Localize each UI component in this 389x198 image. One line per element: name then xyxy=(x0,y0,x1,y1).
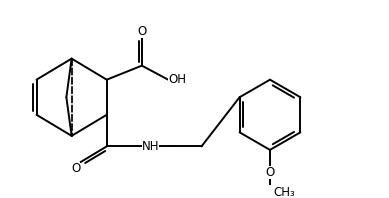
Text: OH: OH xyxy=(168,73,186,86)
Text: O: O xyxy=(265,166,275,179)
Text: O: O xyxy=(137,25,147,38)
Text: NH: NH xyxy=(142,140,159,153)
Text: CH₃: CH₃ xyxy=(273,186,295,198)
Text: O: O xyxy=(71,162,81,175)
